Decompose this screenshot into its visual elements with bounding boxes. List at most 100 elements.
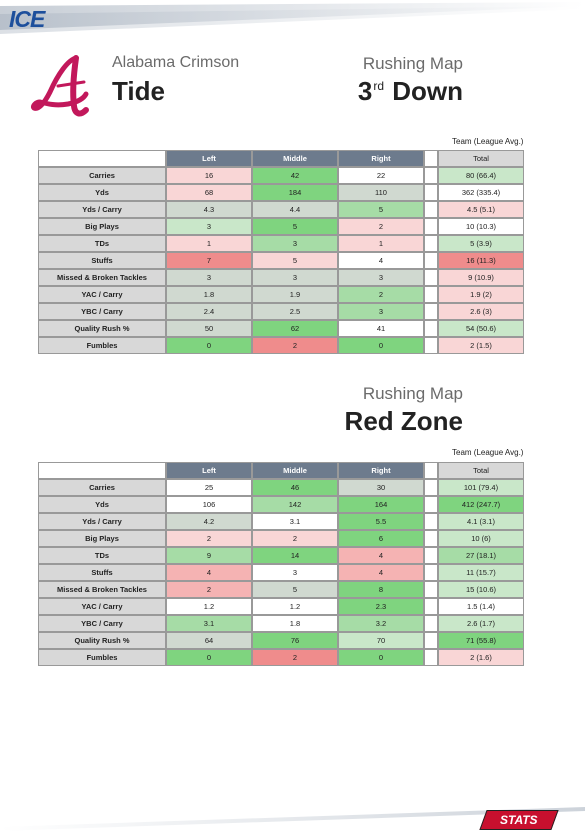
table-row: Fumbles 0 2 0 2 (1.5) <box>38 337 524 354</box>
cell-middle: 1.2 <box>252 598 338 615</box>
cell-middle: 4.4 <box>252 201 338 218</box>
cell-left: 106 <box>166 496 252 513</box>
cell-left: 7 <box>166 252 252 269</box>
cell-right: 3 <box>338 303 424 320</box>
cell-total: 16 (11.3) <box>438 252 524 269</box>
rushing-table-red-zone: Left Middle Right Total Carries 25 46 30 101… <box>38 462 524 666</box>
cell-right: 2 <box>338 218 424 235</box>
cell-left: 3 <box>166 218 252 235</box>
cell-left: 3.1 <box>166 615 252 632</box>
cell-left: 64 <box>166 632 252 649</box>
cell-right: 0 <box>338 649 424 666</box>
cell-right: 110 <box>338 184 424 201</box>
cell-left: 2 <box>166 581 252 598</box>
cell-middle: 2 <box>252 337 338 354</box>
cell-right: 0 <box>338 337 424 354</box>
cell-middle: 76 <box>252 632 338 649</box>
table-row: YAC / Carry 1.2 1.2 2.3 1.5 (1.4) <box>38 598 524 615</box>
col-header-middle: Middle <box>252 462 338 479</box>
table-row: Quality Rush % 64 76 70 71 (55.8) <box>38 632 524 649</box>
table-row: Big Plays 2 2 6 10 (6) <box>38 530 524 547</box>
cell-right: 3.2 <box>338 615 424 632</box>
cell-middle: 142 <box>252 496 338 513</box>
col-header-right: Right <box>338 150 424 167</box>
row-label: TDs <box>38 547 166 564</box>
cell-left: 1.2 <box>166 598 252 615</box>
col-header-middle: Middle <box>252 150 338 167</box>
cell-left: 4.3 <box>166 201 252 218</box>
cell-total: 2 (1.6) <box>438 649 524 666</box>
row-label: Fumbles <box>38 337 166 354</box>
col-header-total: Total <box>438 150 524 167</box>
cell-total: 27 (18.1) <box>438 547 524 564</box>
cell-middle: 3 <box>252 564 338 581</box>
cell-right: 3 <box>338 269 424 286</box>
section1-title: Rushing Map <box>363 54 463 74</box>
row-label: YBC / Carry <box>38 303 166 320</box>
row-label: Yds / Carry <box>38 513 166 530</box>
table-row: Yds / Carry 4.3 4.4 5 4.5 (5.1) <box>38 201 524 218</box>
cell-left: 68 <box>166 184 252 201</box>
cell-right: 1 <box>338 235 424 252</box>
cell-middle: 2.5 <box>252 303 338 320</box>
table-row: Fumbles 0 2 0 2 (1.6) <box>38 649 524 666</box>
cell-left: 2 <box>166 530 252 547</box>
row-label: Stuffs <box>38 252 166 269</box>
cell-total: 15 (10.6) <box>438 581 524 598</box>
cell-left: 1 <box>166 235 252 252</box>
row-label: Yds <box>38 496 166 513</box>
cell-right: 5 <box>338 201 424 218</box>
team-name-line1: Alabama Crimson <box>112 54 239 72</box>
row-label: Missed & Broken Tackles <box>38 269 166 286</box>
cell-right: 22 <box>338 167 424 184</box>
cell-middle: 5 <box>252 581 338 598</box>
cell-total: 2 (1.5) <box>438 337 524 354</box>
row-label: Big Plays <box>38 218 166 235</box>
table-row: Missed & Broken Tackles 3 3 3 9 (10.9) <box>38 269 524 286</box>
cell-right: 164 <box>338 496 424 513</box>
rushing-table-3rd-down: Left Middle Right Total Carries 16 42 22 80 … <box>38 150 524 354</box>
banner-swoosh <box>0 0 585 40</box>
cell-left: 3 <box>166 269 252 286</box>
col-header-right: Right <box>338 462 424 479</box>
row-label: Carries <box>38 479 166 496</box>
cell-middle: 42 <box>252 167 338 184</box>
cell-left: 1.8 <box>166 286 252 303</box>
col-header-left: Left <box>166 150 252 167</box>
stats-logo-text: STATS <box>500 811 538 829</box>
top-banner: ICE <box>0 0 585 40</box>
row-label: Missed & Broken Tackles <box>38 581 166 598</box>
cell-right: 4 <box>338 547 424 564</box>
cell-total: 54 (50.6) <box>438 320 524 337</box>
blank-header <box>38 462 166 479</box>
cell-right: 5.5 <box>338 513 424 530</box>
table-row: Yds 106 142 164 412 (247.7) <box>38 496 524 513</box>
ice-logo: ICE <box>9 6 44 33</box>
alabama-logo <box>28 52 100 122</box>
cell-left: 50 <box>166 320 252 337</box>
row-label: Yds <box>38 184 166 201</box>
table-row: Yds / Carry 4.2 3.1 5.5 4.1 (3.1) <box>38 513 524 530</box>
team-name-line2: Tide <box>112 76 165 107</box>
cell-middle: 184 <box>252 184 338 201</box>
cell-right: 70 <box>338 632 424 649</box>
table-row: Stuffs 7 5 4 16 (11.3) <box>38 252 524 269</box>
cell-right: 30 <box>338 479 424 496</box>
subtitle-number: 3 <box>358 76 372 106</box>
row-label: Carries <box>38 167 166 184</box>
table-row: Carries 16 42 22 80 (66.4) <box>38 167 524 184</box>
row-label: YAC / Carry <box>38 286 166 303</box>
cell-total: 5 (3.9) <box>438 235 524 252</box>
cell-total: 2.6 (1.7) <box>438 615 524 632</box>
cell-total: 11 (15.7) <box>438 564 524 581</box>
row-label: Big Plays <box>38 530 166 547</box>
cell-total: 1.9 (2) <box>438 286 524 303</box>
cell-total: 10 (10.3) <box>438 218 524 235</box>
row-label: Yds / Carry <box>38 201 166 218</box>
cell-total: 4.1 (3.1) <box>438 513 524 530</box>
team-avg-label-2: Team (League Avg.) <box>452 448 538 457</box>
col-header-total: Total <box>438 462 524 479</box>
cell-right: 4 <box>338 252 424 269</box>
cell-total: 10 (6) <box>438 530 524 547</box>
cell-total: 2.6 (3) <box>438 303 524 320</box>
